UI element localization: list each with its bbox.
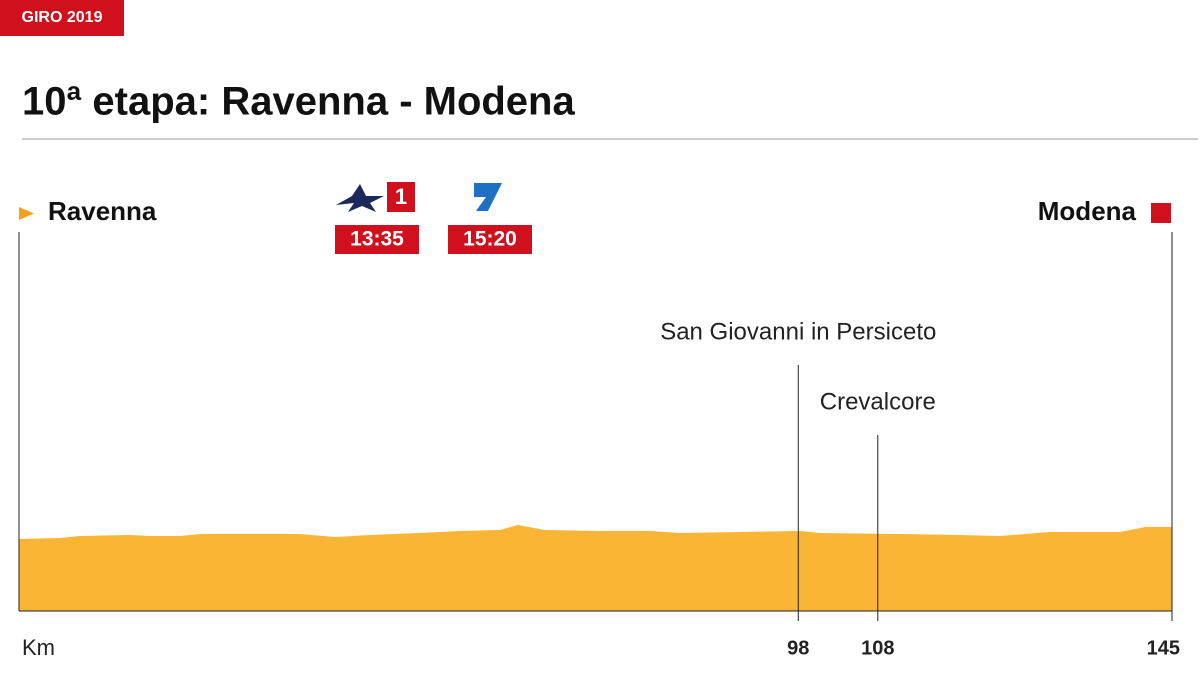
start-label: Ravenna xyxy=(48,196,157,226)
tv-logo: 1 xyxy=(336,182,415,212)
tv-logo xyxy=(474,183,502,211)
time-bg xyxy=(335,225,419,254)
x-axis-label: Km xyxy=(22,635,55,660)
x-tick-label: 98 xyxy=(787,637,809,659)
badge-bg xyxy=(0,0,124,36)
finish-icon xyxy=(1151,203,1171,223)
start-icon xyxy=(19,207,34,220)
x-tick-label: 108 xyxy=(861,637,894,659)
time: 13:35 xyxy=(350,228,404,251)
title: 10ª etapa: Ravenna - Modena xyxy=(22,80,575,124)
finish-label: Modena xyxy=(1038,196,1137,226)
place-label: San Giovanni in Persiceto xyxy=(660,318,936,345)
x-tick-label: 145 xyxy=(1147,637,1180,659)
place-label: Crevalcore xyxy=(820,388,936,415)
svg-text:1: 1 xyxy=(395,184,407,209)
badge: GIRO 2019 xyxy=(22,9,103,26)
time: 15:20 xyxy=(463,228,517,251)
elevation-profile xyxy=(19,525,1172,611)
time-bg xyxy=(448,225,532,254)
